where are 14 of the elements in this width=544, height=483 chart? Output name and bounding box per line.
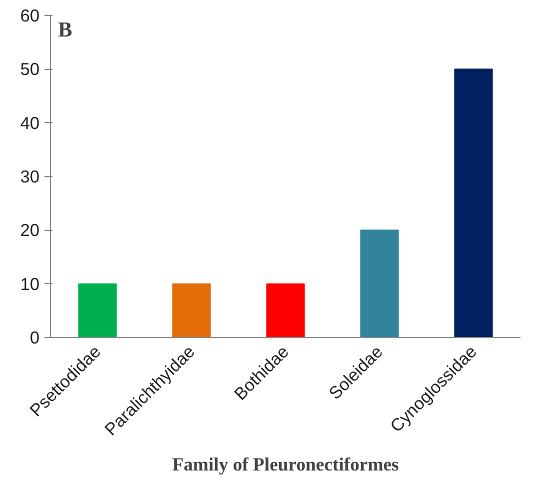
y-tick-label: 50 [20, 59, 40, 80]
y-tick-label: 40 [20, 112, 40, 133]
y-tick-label: 20 [20, 220, 40, 240]
bar [78, 283, 117, 338]
bar [454, 68, 493, 338]
y-tick-label: 0 [30, 328, 40, 348]
y-tick-label: 30 [20, 166, 40, 186]
y-tick-label: 60 [20, 6, 40, 26]
annotation: B [58, 18, 72, 42]
x-axis-title: Family of Pleuronectiformes [172, 454, 399, 476]
bar [266, 283, 305, 338]
bar [172, 283, 211, 338]
bar [360, 230, 399, 338]
y-tick-label: 10 [20, 274, 40, 294]
